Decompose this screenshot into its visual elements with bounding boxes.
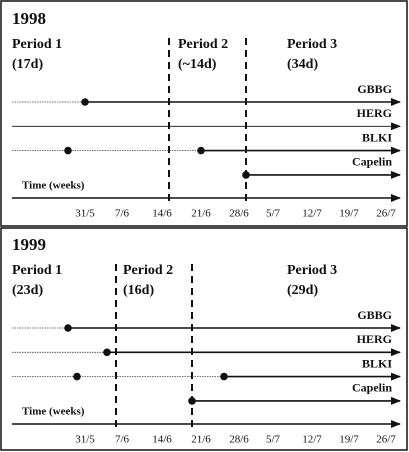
period-name: Period 3 [287,37,337,52]
species-label: BLKI [362,356,392,370]
axis-label: Time (weeks) [22,406,85,418]
period-name: Period 1 [12,263,62,278]
tick-label: 21/6 [191,208,211,220]
period-duration: (17d) [12,57,43,72]
panel-border [0,0,408,227]
tick-label: 28/6 [229,434,249,446]
period-name: Period 2 [123,263,173,278]
tick-label: 26/7 [376,208,396,220]
period-name: Period 2 [178,37,228,52]
arrival-dot [81,98,89,106]
panel-border [0,227,408,451]
tick-label: 21/6 [191,434,211,446]
year-title: 1998 [12,9,46,28]
species-label: Capelin [352,155,392,169]
arrival-dot [64,146,72,155]
period-name: Period 1 [12,37,62,52]
period-duration: (23d) [12,283,43,298]
arrival-dot [73,372,81,381]
arrival-dot [103,348,111,357]
tick-label: 26/7 [376,434,396,446]
species-label: Capelin [352,381,392,395]
tick-label: 19/7 [339,434,359,446]
species-label: GBBG [357,82,392,96]
period-name: Period 3 [287,263,337,278]
tick-label: 5/7 [266,208,281,220]
period-duration: (16d) [123,283,154,298]
tick-label: 12/7 [302,208,322,220]
axis-label: Time (weeks) [22,180,85,192]
tick-label: 5/7 [266,434,281,446]
period-duration: (34d) [287,57,318,72]
tick-label: 14/6 [152,434,172,446]
tick-label: 7/6 [115,208,130,220]
species-label: HERG [357,332,392,346]
tick-label: 7/6 [115,434,130,446]
arrival-dot [197,146,205,155]
arrival-dot [242,171,250,179]
species-label: GBBG [357,308,392,322]
arrival-dot [64,324,72,332]
tick-label: 12/7 [302,434,322,446]
period-duration: (~14d) [178,57,217,72]
tick-label: 28/6 [229,208,249,220]
tick-label: 14/6 [152,208,172,220]
year-title: 1999 [12,235,46,254]
tick-label: 31/5 [75,434,95,446]
arrival-dot [188,397,196,405]
tick-label: 31/5 [75,208,95,220]
tick-label: 19/7 [339,208,359,220]
arrival-dot [220,372,228,381]
species-label: HERG [357,106,392,120]
period-duration: (29d) [287,283,318,298]
species-label: BLKI [362,130,392,144]
